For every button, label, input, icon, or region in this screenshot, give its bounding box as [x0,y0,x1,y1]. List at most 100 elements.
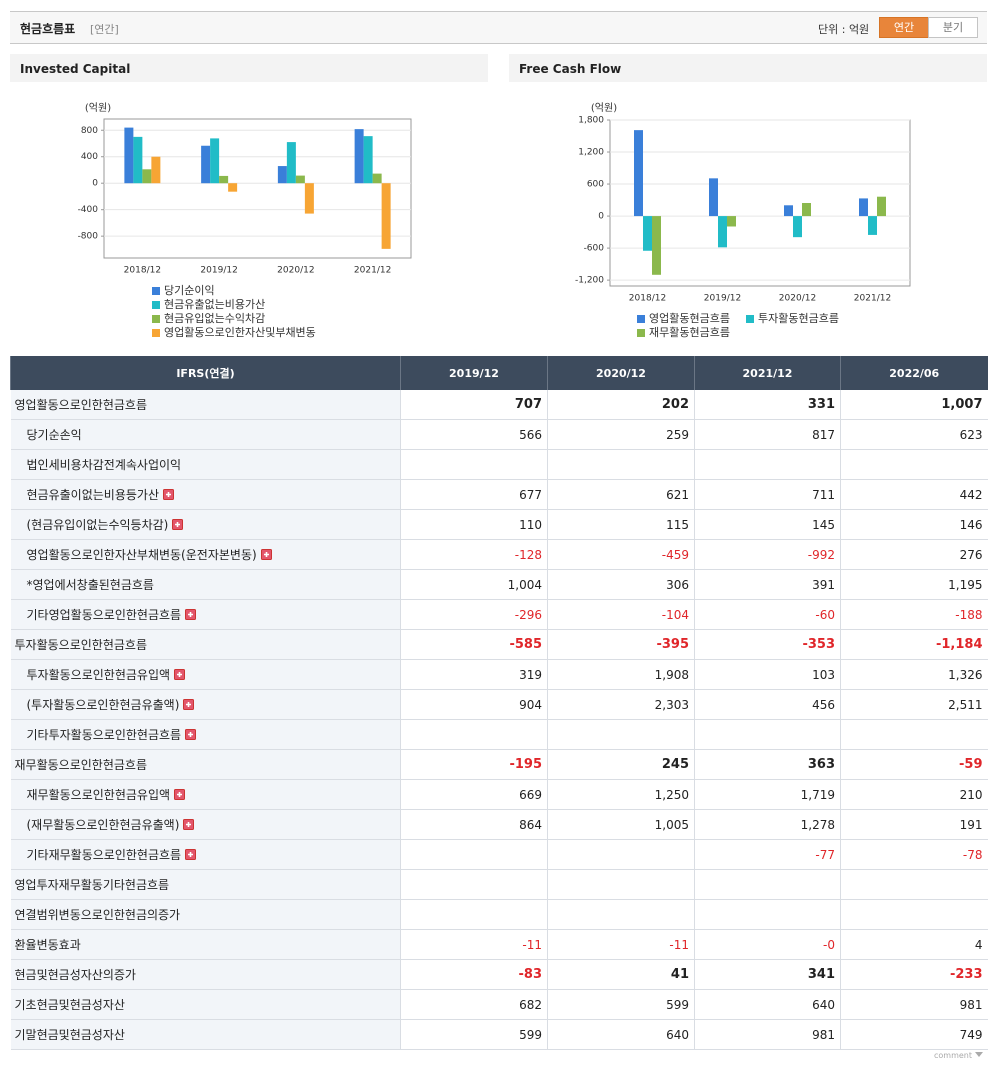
value-cell: 864 [400,809,548,840]
table-row: 영업투자재무활동기타현금흐름 [10,869,988,900]
bar [277,166,287,184]
bar [151,156,161,184]
y-tick-label: 600 [587,180,604,190]
value-cell: 115 [547,509,695,540]
expand-icon[interactable] [172,519,184,530]
row-label-cell: 기타재무활동으로인한현금흐름 [10,839,401,870]
legend-label: 영업활동현금흐름 [649,311,730,325]
column-header: 2020/12 [547,356,695,390]
value-cell: 319 [400,659,548,690]
bar [363,136,373,184]
row-label-cell: (현금유입이없는수익등차감) [10,509,401,540]
value-cell: -992 [694,539,841,570]
value-cell: 817 [694,419,841,450]
y-tick-label: -800 [78,232,99,242]
row-label: 환율변동효과 [14,938,81,952]
row-label-cell: 기말현금및현금성자산 [10,1019,401,1050]
value-cell: 202 [547,390,695,420]
column-header: IFRS(연결) [10,356,401,390]
y-tick-label: 400 [81,152,98,162]
row-label: 투자활동으로인한현금유입액 [26,668,171,682]
row-label: 투자활동으로인한현금흐름 [14,638,147,652]
expand-icon[interactable] [174,789,186,800]
expand-icon[interactable] [183,819,195,830]
chart-panel: Invested Capital [10,54,488,354]
row-label: 기말현금및현금성자산 [14,1028,125,1042]
value-cell: 4 [840,929,988,960]
value-cell: -353 [694,629,841,660]
value-cell: -1,184 [840,629,988,660]
table-row: 영업활동으로인한자산부채변동(운전자본변동) -128 -459 -992 276 [10,539,988,570]
bar [354,129,364,184]
row-label: 영업투자재무활동기타현금흐름 [14,878,170,892]
charts: (억원) -800 -400 0 400 800 2018/12 2019/12 2020/12… [78,102,911,339]
expand-icon[interactable] [185,729,197,740]
table-row: 영업활동으로인한현금흐름 707 202 331 1,007 [10,390,988,420]
legend-swatch [152,329,160,337]
bar [709,178,718,217]
value-cell: 103 [694,659,841,690]
bar [201,145,211,184]
tab-quarter[interactable]: 분기 [928,17,978,38]
expand-icon[interactable] [174,669,186,680]
bar [727,216,736,227]
legend-swatch [152,301,160,309]
value-cell: 1,278 [694,809,841,840]
value-cell: 711 [694,479,841,510]
expand-icon[interactable] [185,849,197,860]
bar [372,173,382,184]
value-cell: -77 [694,839,841,870]
unit-label: (억원) [591,102,617,114]
bar [219,175,229,184]
x-tick-label: 2020/12 [779,294,816,304]
table-row: 기타영업활동으로인한현금흐름 -296 -104 -60 -188 [10,599,988,630]
expand-icon[interactable] [185,609,197,620]
value-cell: 146 [840,509,988,540]
tab-annual[interactable]: 연간 [879,17,929,38]
value-cell: 110 [400,509,548,540]
row-label-cell: 재무활동으로인한현금흐름 [10,749,401,780]
value-cell [547,899,695,930]
value-cell: 1,195 [840,569,988,600]
row-label-cell: *영업에서창출된현금흐름 [10,569,401,600]
value-cell: 599 [547,989,695,1020]
y-tick-label: 0 [598,212,604,222]
y-tick-label: -600 [584,244,605,254]
value-cell: 1,005 [547,809,695,840]
expand-icon[interactable] [183,699,195,710]
y-tick-label: -400 [78,205,99,215]
value-cell [840,869,988,900]
comment-link[interactable]: comment [934,1051,983,1060]
bar [124,127,134,184]
comment-text[interactable]: comment [934,1051,973,1060]
value-cell [694,899,841,930]
table-row: 환율변동효과 -11 -11 -0 4 [10,929,988,960]
value-cell: -78 [840,839,988,870]
expand-icon[interactable] [260,549,272,560]
value-cell: 331 [694,390,841,420]
legend-swatch [152,315,160,323]
x-tick-label: 2018/12 [629,294,666,304]
legend-swatch [746,315,754,323]
legend-label: 재무활동현금흐름 [649,325,730,339]
value-cell: 1,004 [400,569,548,600]
row-label: 기타재무활동으로인한현금흐름 [26,848,182,862]
legend-label: 영업활동으로인한자산및부채변동 [164,325,316,339]
value-cell: -188 [840,599,988,630]
value-cell: -83 [400,959,548,990]
legend-label: 현금유출없는비용가산 [164,298,265,311]
bar [643,216,652,251]
page-title: 현금흐름표 [20,22,76,36]
column-header: 2022/06 [840,356,988,390]
row-label: 현금및현금성자산의증가 [14,968,136,982]
y-tick-label: 1,800 [578,116,604,126]
bar [868,216,877,235]
bar [381,183,391,249]
bar [286,142,296,184]
header-row: IFRS(연결) 2019/12 2020/12 2021/12 2022/06 [10,356,988,390]
value-cell [547,869,695,900]
legend-swatch [637,329,645,337]
bar [802,203,811,217]
expand-icon[interactable] [162,489,174,500]
